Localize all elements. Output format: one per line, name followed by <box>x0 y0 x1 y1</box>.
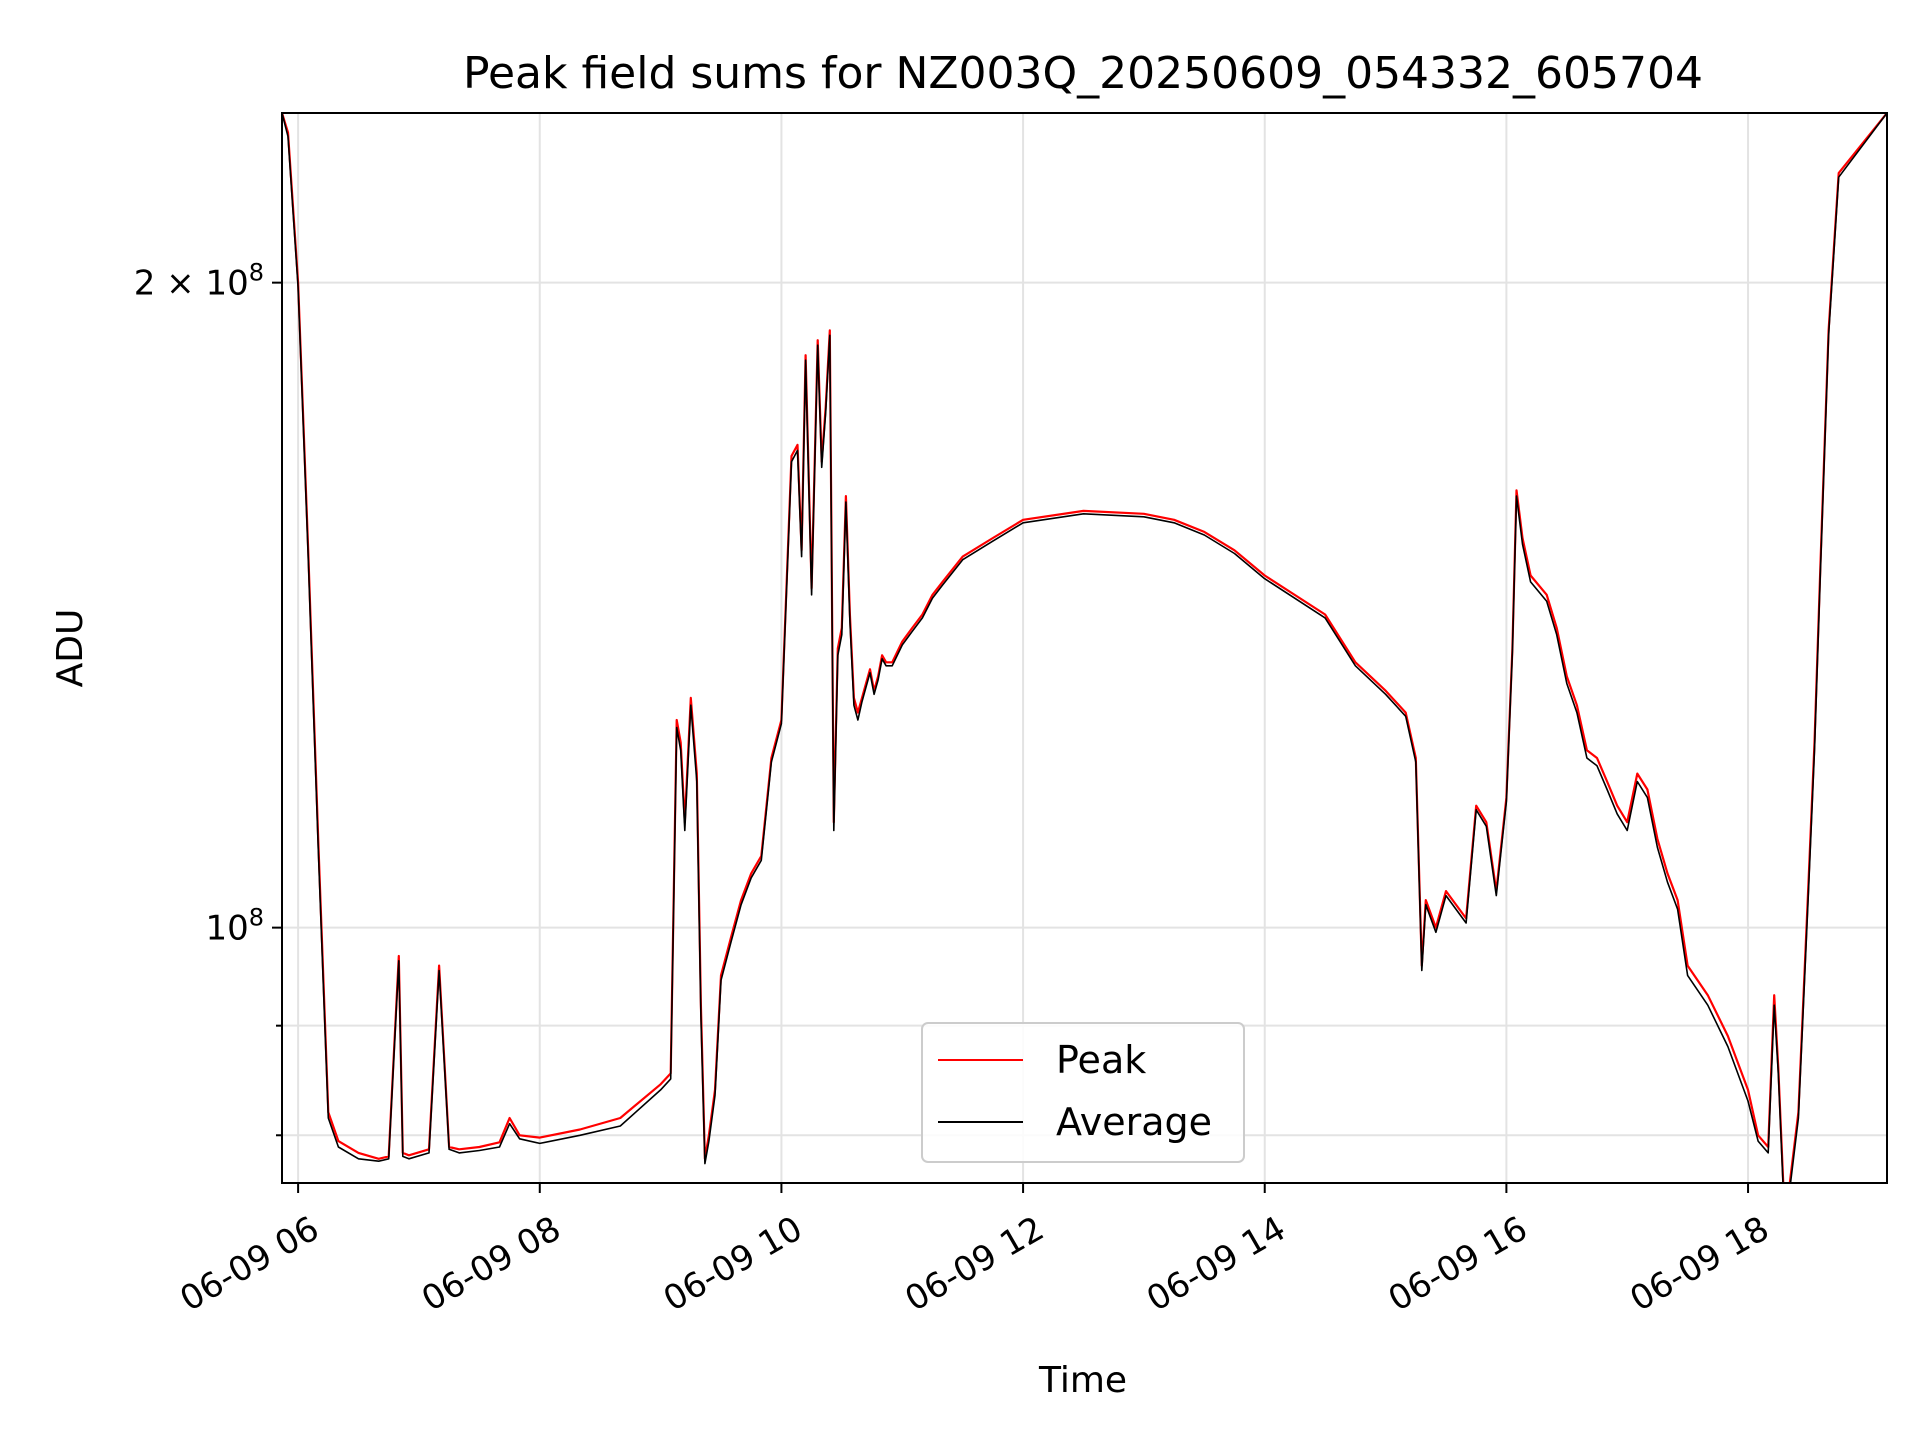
y-tick-label: 108 <box>205 904 264 949</box>
legend-box <box>921 1022 1245 1163</box>
chart-title: Peak field sums for NZ003Q_20250609_0543… <box>463 48 1703 99</box>
series-line-peak <box>282 113 1887 1183</box>
x-tick-label: 06-09 06 <box>174 1209 326 1320</box>
y-tick-label: 2 × 108 <box>134 259 264 304</box>
y-axis-ticks: 108 2 × 108 <box>134 259 282 1137</box>
legend-average-label: Average <box>1056 1100 1212 1144</box>
legend-peak-label: Peak <box>1056 1038 1146 1082</box>
x-tick-label: 06-09 10 <box>657 1209 809 1320</box>
x-tick-label: 06-09 16 <box>1382 1209 1534 1320</box>
grid-lines <box>282 113 1887 1183</box>
x-tick-label: 06-09 18 <box>1623 1209 1775 1320</box>
legend: Peak Average <box>921 1022 1245 1163</box>
x-axis-ticks: 06-09 06 06-09 08 06-09 10 06-09 12 06-09 14… <box>174 1183 1776 1320</box>
x-tick-label: 06-09 08 <box>415 1209 567 1320</box>
plot-frame <box>281 112 1888 1184</box>
series-line-average <box>282 113 1887 1183</box>
series-lines <box>282 113 1887 1183</box>
x-axis-label: Time <box>1038 1360 1127 1401</box>
y-axis-label: ADU <box>50 609 91 688</box>
x-tick-label: 06-09 12 <box>898 1209 1050 1320</box>
x-tick-label: 06-09 14 <box>1140 1209 1292 1320</box>
